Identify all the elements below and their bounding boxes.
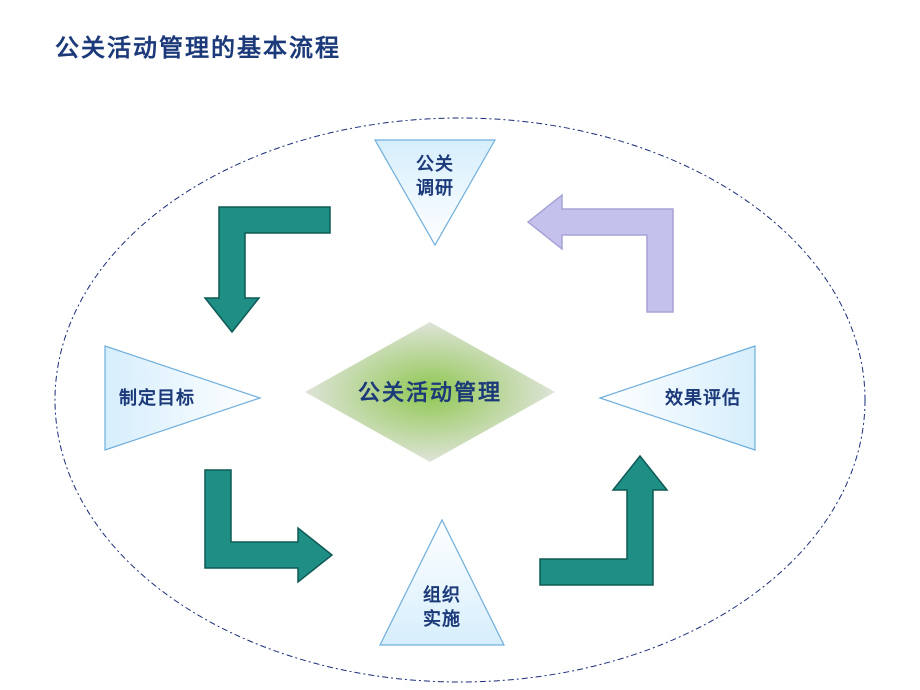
arrow-left-to-bottom xyxy=(205,470,332,582)
node-left-label: 制定目标 xyxy=(119,387,195,408)
node-top-label-2: 调研 xyxy=(416,178,454,198)
arrow-top-to-left xyxy=(205,207,330,332)
arrow-right-to-top xyxy=(528,195,673,312)
arrow-bottom-to-right xyxy=(540,456,667,585)
node-right-label: 效果评估 xyxy=(665,387,741,408)
diagram-canvas: 公关活动管理 公关 调研 制定目标 效果评估 组织 实施 xyxy=(0,0,920,690)
node-top-label-1: 公关 xyxy=(416,153,454,174)
center-label: 公关活动管理 xyxy=(358,380,502,405)
node-bottom-label-2: 实施 xyxy=(423,608,461,629)
node-bottom-label-1: 组织 xyxy=(423,584,461,605)
